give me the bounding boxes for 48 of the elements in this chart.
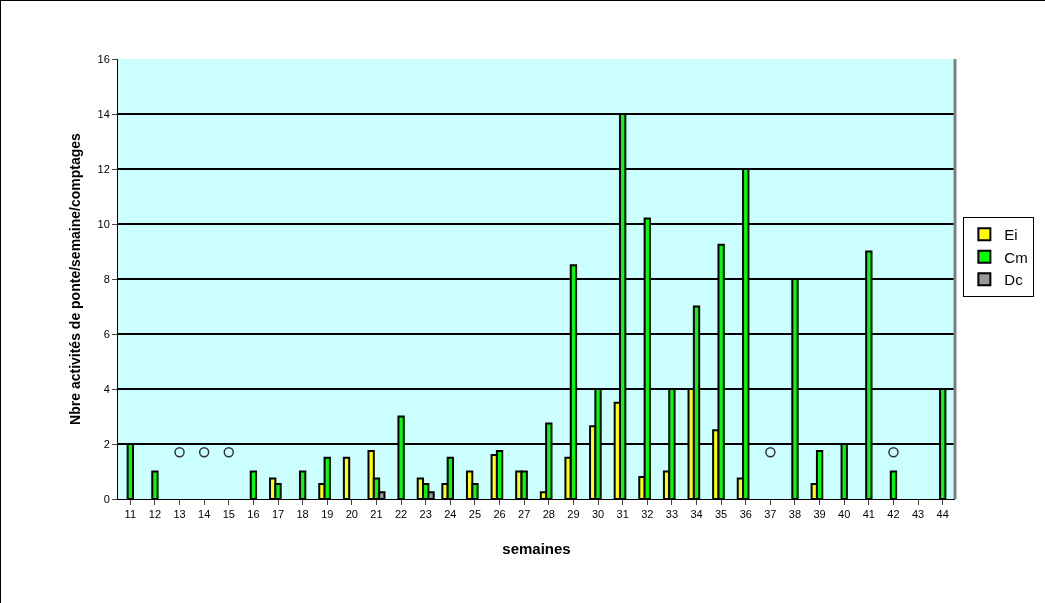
x-tick-label: 29: [567, 508, 580, 521]
x-tick-label: 33: [665, 508, 679, 521]
x-tick-label: 44: [936, 508, 949, 521]
x-tick-label: 20: [345, 508, 358, 521]
x-tick-label: 40: [838, 508, 851, 521]
x-tick-label: 26: [493, 508, 506, 521]
x-tick-label: 16: [247, 508, 260, 521]
x-tick-label: 21: [370, 508, 383, 521]
x-axis-title: semaines: [502, 540, 571, 557]
x-tick-label: 14: [198, 508, 211, 521]
x-tick-label: 28: [542, 508, 555, 521]
y-tick-label: 6: [103, 327, 110, 340]
x-tick-label: 41: [862, 508, 875, 521]
x-tick-label: 24: [444, 508, 457, 521]
x-tick-label: 32: [641, 508, 654, 521]
x-tick-label: 12: [148, 508, 162, 521]
y-tick-label: 12: [97, 162, 110, 175]
x-tick-label: 39: [813, 508, 826, 521]
y-tick-label: 4: [103, 382, 110, 395]
y-tick-label: 8: [103, 272, 110, 285]
x-tick-label: 18: [296, 508, 309, 521]
x-tick-label: 25: [468, 508, 482, 521]
x-tick-label: 11: [124, 508, 137, 521]
x-tick-label: 43: [911, 508, 925, 521]
x-tick-label: 15: [222, 508, 235, 521]
legend-label: Dc: [1004, 271, 1024, 289]
y-tick-label: 14: [97, 107, 110, 120]
x-tick-label: 36: [739, 508, 752, 521]
x-tick-label: 31: [616, 508, 629, 521]
x-tick-label: 38: [788, 508, 802, 521]
y-axis-title: Nbre activités de ponte/semaine/comptages: [67, 132, 83, 425]
x-tick-label: 13: [173, 508, 186, 521]
y-tick-label: 16: [97, 52, 110, 65]
x-tick-label: 19: [321, 508, 334, 521]
legend-label: Cm: [1004, 248, 1028, 266]
legend-label: Ei: [1004, 226, 1018, 244]
y-tick-label: 2: [103, 437, 110, 450]
x-tick-label: 37: [764, 508, 777, 521]
x-tick-label: 23: [419, 508, 432, 521]
x-tick-label: 30: [591, 508, 605, 521]
y-tick-label: 0: [103, 492, 110, 505]
x-tick-label: 17: [271, 508, 285, 521]
y-tick-label: 10: [97, 217, 110, 230]
x-tick-label: 42: [887, 508, 900, 521]
x-tick-label: 22: [394, 508, 408, 521]
x-tick-label: 34: [690, 508, 703, 521]
x-tick-label: 27: [518, 508, 531, 521]
x-tick-label: 35: [715, 508, 728, 521]
